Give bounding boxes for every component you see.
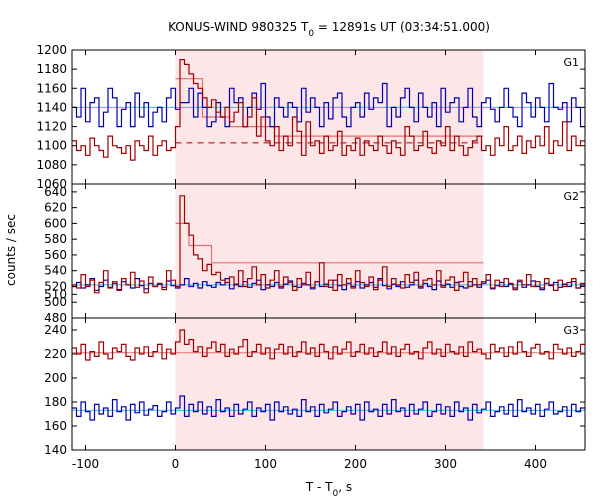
- y-tick-label: 1140: [36, 100, 67, 114]
- y-tick-label: 560: [44, 248, 67, 262]
- series-red: [72, 59, 585, 161]
- y-tick-label: 180: [44, 395, 67, 409]
- chart-title: KONUS-WIND 980325 T0 = 12891s UT (03:34:…: [168, 20, 490, 39]
- y-tick-label: 160: [44, 419, 67, 433]
- x-tick-label: 200: [344, 457, 367, 471]
- series-red: [72, 195, 585, 294]
- panel-g3: 140 160 180 200 220 240 G3: [44, 317, 586, 457]
- x-tick-label: 400: [524, 457, 547, 471]
- y-tick-label: 600: [44, 216, 67, 230]
- y-tick-label: 580: [44, 232, 67, 246]
- panel-g1: 1060 1080 1100 1120 1140 1160 1180 1200 G1: [36, 43, 586, 191]
- y-tick-label: 500: [44, 295, 67, 309]
- y-tick-label: 240: [44, 323, 67, 337]
- panel-label: G1: [563, 56, 579, 69]
- series-blue: [72, 82, 585, 128]
- y-tick-label: 1100: [36, 139, 67, 153]
- y-tick-label: 640: [44, 185, 67, 199]
- y-tick-label: 510: [44, 287, 67, 301]
- y-tick-label: 620: [44, 201, 67, 215]
- y-tick-label: 1060: [36, 177, 67, 191]
- y-tick-label: 520: [44, 279, 67, 293]
- y-tick-label: 220: [44, 347, 67, 361]
- y-tick-label: 1160: [36, 81, 67, 95]
- y-tick-label: 1080: [36, 158, 67, 172]
- x-tick-label: 300: [434, 457, 457, 471]
- x-tick-label: 0: [172, 457, 180, 471]
- panels-group: 1060 1080 1100 1120 1140 1160 1180 1200 G1 480 500…: [36, 43, 586, 471]
- highlight-interval: [175, 184, 484, 318]
- y-tick-label: 200: [44, 371, 67, 385]
- series-red: [72, 329, 585, 361]
- y-tick-label: 1180: [36, 62, 67, 76]
- highlight-interval: [175, 318, 484, 450]
- y-axis-label: counts / sec: [4, 214, 18, 286]
- x-tick-label: -100: [72, 457, 99, 471]
- x-axis-label: T - T0, s: [305, 480, 352, 499]
- y-tick-label: 140: [44, 443, 67, 457]
- panel-frame: [71, 317, 586, 451]
- y-tick-label: 1200: [36, 43, 67, 57]
- y-tick-label: 1120: [36, 120, 67, 134]
- x-tick-label: 100: [254, 457, 277, 471]
- y-tick-label: 540: [44, 264, 67, 278]
- panel-label: G2: [563, 190, 579, 203]
- y-tick-label: 480: [44, 311, 67, 325]
- series-blue: [72, 395, 585, 421]
- panel-label: G3: [563, 324, 579, 337]
